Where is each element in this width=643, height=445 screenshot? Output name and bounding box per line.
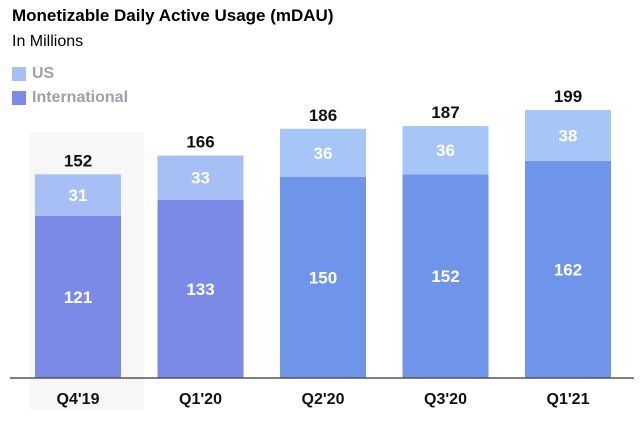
total-label: 187 [431,103,459,122]
bar-international [280,177,366,378]
data-label-us: 38 [559,126,578,145]
data-label-international: 152 [431,267,459,286]
legend-label-us: US [32,65,55,82]
data-label-international: 133 [186,280,214,299]
bar-us [280,128,366,177]
data-label-us: 33 [191,169,210,188]
x-tick-label: Q3'20 [424,391,467,408]
legend-item-international: International [12,86,128,110]
x-tick-label: Q1'21 [547,391,590,408]
bar-us [402,126,489,175]
bar-international [525,160,611,378]
bar-us [525,110,611,161]
data-label-us: 36 [436,141,455,160]
x-tick-label: Q1'20 [179,391,222,408]
data-label-international: 162 [554,260,582,279]
total-label: 152 [64,151,92,170]
chart-subtitle: In Millions [12,33,84,50]
bar-international [402,174,489,378]
x-tick-label: Q2'20 [302,391,345,408]
data-label-us: 36 [314,144,333,163]
legend: US International [12,62,128,110]
x-tick-label: Q4'19 [57,391,100,408]
legend-swatch-international [12,91,26,105]
total-label: 186 [309,106,337,125]
legend-item-us: US [12,62,128,86]
bar-us [157,155,244,200]
bar-us [35,174,121,216]
total-label: 199 [554,87,582,106]
chart-title: Monetizable Daily Active Usage (mDAU) [12,6,334,25]
data-label-international: 121 [64,288,92,307]
bar-international [35,215,121,378]
bar-international [157,199,244,378]
total-label: 166 [186,133,214,152]
legend-label-international: International [32,89,129,106]
data-label-international: 150 [309,269,337,288]
data-label-us: 31 [69,186,88,205]
legend-swatch-us [12,67,26,81]
